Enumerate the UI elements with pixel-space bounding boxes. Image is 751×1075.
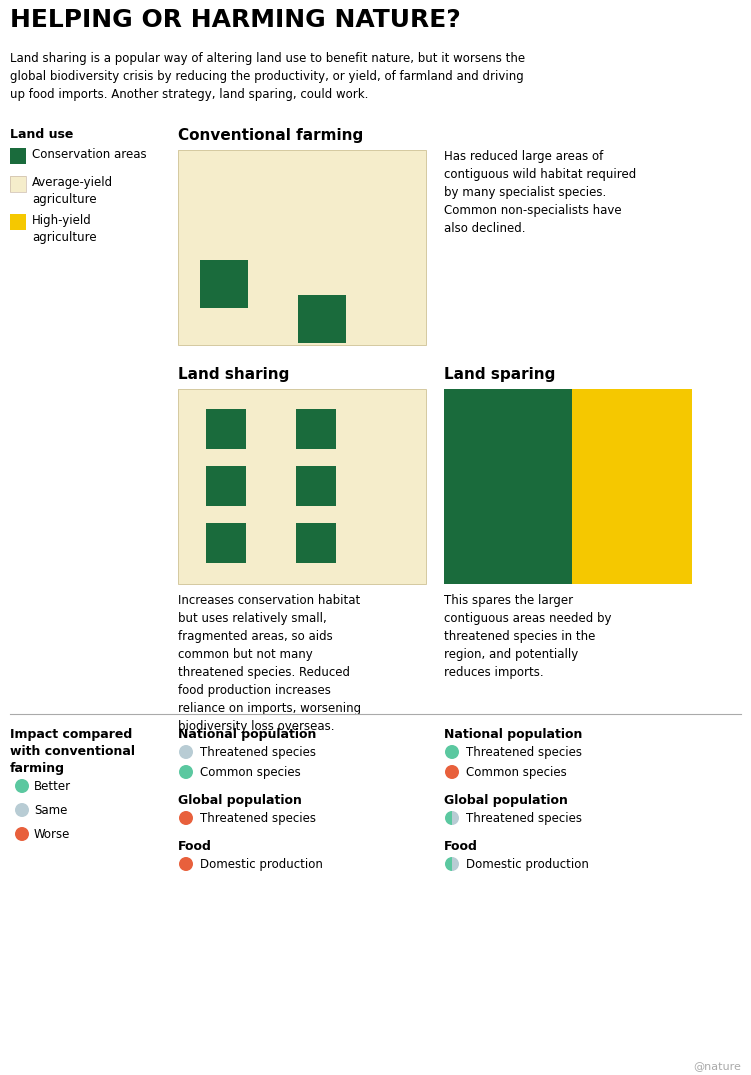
Text: Land sharing is a popular way of altering land use to benefit nature, but it wor: Land sharing is a popular way of alterin… [10,52,525,101]
Text: Threatened species: Threatened species [466,812,582,825]
Bar [10,148,26,164]
Text: HELPING OR HARMING NATURE?: HELPING OR HARMING NATURE? [10,8,461,32]
Bar [10,176,26,192]
Bar [298,295,346,343]
Text: Land sharing: Land sharing [178,367,289,382]
Bar [200,260,248,309]
Bar [296,408,336,449]
Text: Conservation areas: Conservation areas [32,148,146,161]
Text: Same: Same [34,804,68,817]
Text: Land use: Land use [10,128,74,141]
Bar [10,214,26,230]
Bar [296,465,336,506]
Circle shape [15,827,29,841]
Bar [178,389,426,584]
Text: Domestic production: Domestic production [466,858,589,871]
Wedge shape [445,811,452,825]
Bar [10,176,26,192]
Wedge shape [445,857,452,871]
Circle shape [179,857,193,871]
Circle shape [179,811,193,825]
Text: Food: Food [444,840,478,852]
Text: Better: Better [34,780,71,793]
Text: Has reduced large areas of
contiguous wild habitat required
by many specialist s: Has reduced large areas of contiguous wi… [444,151,636,235]
Wedge shape [452,857,459,871]
Bar [572,389,692,584]
Text: Global population: Global population [444,794,568,807]
Text: Conventional farming: Conventional farming [178,128,363,143]
Circle shape [445,765,459,779]
Bar [206,524,246,563]
Bar [206,408,246,449]
Bar [178,151,426,345]
Text: Threatened species: Threatened species [466,746,582,759]
Bar [178,151,426,345]
Text: @nature: @nature [693,1062,741,1072]
Text: Land sparing: Land sparing [444,367,556,382]
Text: Threatened species: Threatened species [200,812,316,825]
Text: Global population: Global population [178,794,302,807]
Text: Impact compared
with conventional
farming: Impact compared with conventional farmin… [10,728,135,775]
Text: Common species: Common species [200,766,300,779]
Text: Threatened species: Threatened species [200,746,316,759]
Text: Increases conservation habitat
but uses relatively small,
fragmented areas, so a: Increases conservation habitat but uses … [178,594,361,733]
Bar [296,524,336,563]
Text: Worse: Worse [34,828,71,841]
Text: Food: Food [178,840,212,852]
Circle shape [15,779,29,793]
Text: National population: National population [178,728,316,741]
Text: Average-yield
agriculture: Average-yield agriculture [32,176,113,206]
Bar [178,389,426,584]
Wedge shape [452,811,459,825]
Circle shape [445,745,459,759]
Text: High-yield
agriculture: High-yield agriculture [32,214,97,244]
Text: Common species: Common species [466,766,567,779]
Text: National population: National population [444,728,582,741]
Bar [444,389,572,584]
Text: Domestic production: Domestic production [200,858,323,871]
Circle shape [15,803,29,817]
Bar [206,465,246,506]
Text: This spares the larger
contiguous areas needed by
threatened species in the
regi: This spares the larger contiguous areas … [444,594,611,679]
Circle shape [179,765,193,779]
Circle shape [179,745,193,759]
